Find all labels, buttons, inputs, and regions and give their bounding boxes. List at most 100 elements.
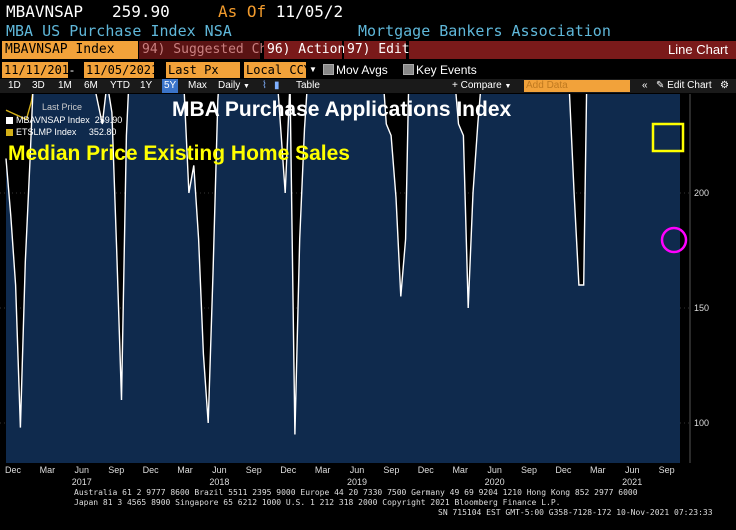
range-5y[interactable]: 5Y — [162, 79, 179, 93]
legend-label: MBAVNSAP Index — [16, 115, 90, 125]
x-tick-label: Jun — [487, 465, 502, 475]
x-year-label: 2017 — [72, 477, 92, 487]
table-button[interactable]: Table — [296, 80, 320, 91]
x-tick-label: Jun — [75, 465, 90, 475]
add-data-text: Add Data — [526, 80, 568, 91]
header-line: MBAVNSAP 259.90 As Of 11/05/2 — [6, 2, 343, 21]
bar-chart-icon[interactable]: ▮ — [274, 80, 280, 91]
chevron-down-icon: ▼ — [243, 83, 250, 90]
range-max[interactable]: Max — [188, 80, 207, 91]
x-tick-label: Dec — [418, 465, 435, 475]
add-data-input[interactable]: Add Data — [524, 80, 630, 92]
x-tick-label: Sep — [659, 465, 675, 475]
edit-label: 97) Edit — [347, 42, 410, 57]
compare-button[interactable]: + Compare ▼ — [452, 79, 511, 93]
key-events-checkbox[interactable] — [403, 64, 414, 75]
security-input[interactable]: MBAVNSAP Index — [2, 41, 138, 59]
x-tick-label: Dec — [555, 465, 572, 475]
start-date-input[interactable]: 11/11/2016 — [2, 62, 76, 78]
x-tick-label: Sep — [246, 465, 262, 475]
wrench-icon: ✎ — [656, 80, 665, 91]
range-1y[interactable]: 1Y — [140, 80, 153, 91]
x-tick-label: Dec — [5, 465, 22, 475]
date-separator: - — [70, 63, 74, 77]
edit-chart-text: Edit Chart — [667, 80, 712, 91]
legend-title: Last Price — [42, 102, 83, 112]
legend-swatch — [6, 117, 13, 125]
footer-line-3: SN 715104 EST GMT-5:00 G358-7128-172 10-… — [438, 508, 713, 517]
range-ytd[interactable]: YTD — [110, 80, 130, 91]
x-tick-label: Sep — [108, 465, 124, 475]
line-chart-icon[interactable]: ⌇ — [262, 80, 267, 91]
end-date-text: 11/05/2021 — [86, 63, 159, 77]
x-year-label: 2019 — [347, 477, 367, 487]
x-tick-label: Dec — [280, 465, 297, 475]
as-of-label: As Of — [217, 2, 267, 21]
x-tick-label: Jun — [625, 465, 640, 475]
last-value: 259.90 — [111, 2, 170, 21]
actions-menu-button[interactable]: 96) Actions ▼ — [264, 41, 366, 59]
security-text: MBAVNSAP Index — [5, 42, 115, 57]
toolbar-settings: 11/11/2016 - 11/05/2021 Last Px Local CC… — [0, 62, 736, 78]
key-events-label: Key Events — [416, 63, 477, 77]
edit-chart-button[interactable]: ✎ Edit Chart — [656, 79, 712, 93]
actions-label: 96) Actions — [267, 42, 354, 57]
legend-value: 259.90 — [94, 115, 123, 125]
y-axis-ticks: 100150200250300 — [694, 188, 709, 428]
y-tick-label: 150 — [694, 303, 709, 313]
footer-line-1: Australia 61 2 9777 8600 Brazil 5511 239… — [74, 488, 638, 497]
range-3d[interactable]: 3D — [32, 80, 45, 91]
toolbar-top: MBAVNSAP Index 94) Suggested Charts 96) … — [0, 41, 736, 59]
footer-line-2: Japan 81 3 4565 8900 Singapore 65 6212 1… — [74, 498, 561, 507]
annotation-title-yellow: Median Price Existing Home Sales — [8, 142, 350, 165]
x-tick-label: Jun — [350, 465, 365, 475]
mba-area-fill — [6, 94, 680, 463]
legend-label: ETSLMP Index — [16, 127, 77, 137]
y-tick-label: 200 — [694, 188, 709, 198]
as-of-date: 11/05/2 — [275, 2, 344, 21]
legend-swatch — [6, 129, 13, 137]
annotation-title-white: MBA Purchase Applications Index — [172, 98, 512, 121]
range-6m[interactable]: 6M — [84, 80, 98, 91]
legend-item-etslmp[interactable]: ETSLMP Index 352.80 — [6, 127, 116, 137]
x-tick-label: Mar — [177, 465, 193, 475]
description-line: MBA US Purchase Index NSA Mortgage Banke… — [6, 22, 611, 40]
data-source: Mortgage Bankers Association — [358, 22, 611, 40]
currency-select[interactable]: Local CCY — [244, 62, 311, 78]
x-tick-label: Jun — [212, 465, 227, 475]
end-date-input[interactable]: 11/05/2021 — [84, 62, 158, 78]
frequency-text: Daily — [218, 80, 241, 91]
suggested-charts-button[interactable]: 94) Suggested Charts — [139, 41, 299, 59]
chart-type-label: Line Chart — [409, 41, 736, 59]
footer: Australia 61 2 9777 8600 Brazil 5511 239… — [0, 488, 736, 530]
price-chart[interactable]: 100150200250300 DecMarJunSepDecMarJunSep… — [0, 94, 736, 488]
ticker-symbol: MBAVNSAP — [6, 2, 84, 21]
mov-avgs-label: Mov Avgs — [336, 63, 388, 77]
collapse-icon[interactable]: « — [642, 80, 648, 91]
start-date-text: 11/11/2016 — [4, 63, 77, 77]
legend-item-mba[interactable]: MBAVNSAP Index 259.90 — [6, 115, 122, 125]
chevron-down-icon[interactable]: ▼ — [309, 65, 317, 74]
x-tick-label: Sep — [383, 465, 399, 475]
range-1d[interactable]: 1D — [8, 80, 21, 91]
chevron-down-icon: ▼ — [504, 83, 512, 90]
x-tick-label: Dec — [143, 465, 160, 475]
highlight-box — [651, 122, 685, 153]
y-tick-label: 100 — [694, 418, 709, 428]
field-select[interactable]: Last Px — [166, 62, 240, 78]
x-year-label: 2018 — [209, 477, 229, 487]
legend-value: 352.80 — [88, 127, 117, 137]
x-year-label: 2021 — [622, 477, 642, 487]
range-1m[interactable]: 1M — [58, 80, 72, 91]
edit-menu-button[interactable]: 97) Edit ▼ — [344, 41, 422, 59]
settings-icon[interactable]: ⚙ — [720, 80, 729, 91]
x-tick-label: Sep — [521, 465, 537, 475]
highlight-circle — [660, 226, 688, 254]
chart-type-text: Line Chart — [668, 42, 728, 57]
mov-avgs-checkbox[interactable] — [323, 64, 334, 75]
x-tick-label: Mar — [315, 465, 331, 475]
x-axis-ticks: Dec Mar Jun Sep Dec Mar Jun Sep Dec Mar Jun Sep Dec M… — [5, 465, 675, 487]
x-year-label: 2020 — [485, 477, 505, 487]
frequency-select[interactable]: Daily ▼ — [218, 79, 250, 93]
field-text: Last Px — [168, 63, 219, 77]
